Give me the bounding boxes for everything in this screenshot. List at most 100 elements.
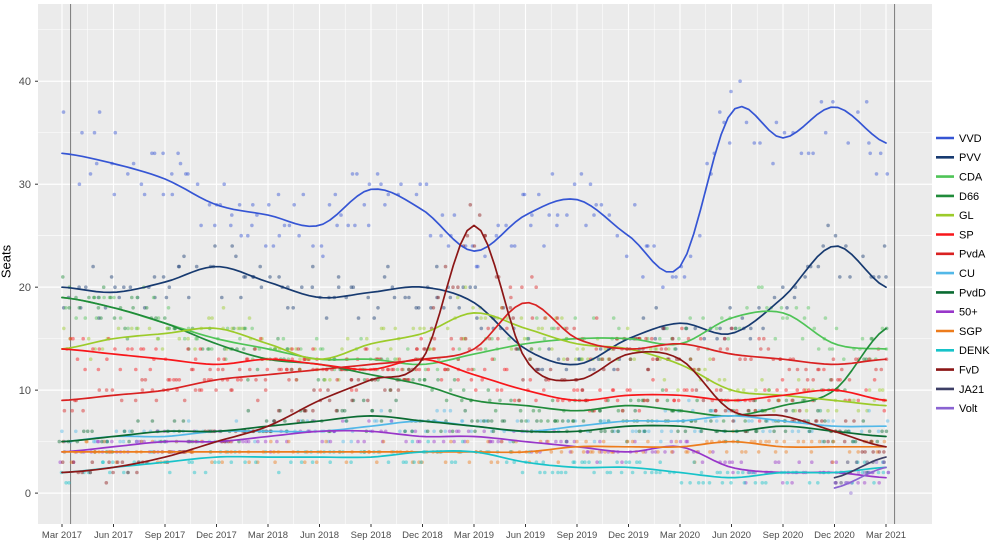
poll-point <box>616 367 620 372</box>
poll-point <box>600 357 604 362</box>
poll-point <box>701 398 706 403</box>
poll-point <box>595 460 599 465</box>
poll-point <box>489 460 494 465</box>
poll-point <box>708 357 712 362</box>
poll-point <box>242 275 246 279</box>
poll-point <box>465 439 470 444</box>
poll-point <box>389 347 393 351</box>
poll-point <box>708 408 712 413</box>
poll-point <box>615 460 619 465</box>
poll-point <box>175 388 179 392</box>
poll-point <box>729 326 734 331</box>
poll-point <box>535 316 539 320</box>
poll-point <box>177 336 182 341</box>
poll-point <box>341 439 346 444</box>
poll-point <box>660 429 664 434</box>
poll-point <box>290 347 294 351</box>
poll-point <box>753 439 757 444</box>
poll-point <box>605 470 610 475</box>
poll-point <box>655 357 660 362</box>
poll-point <box>748 336 753 341</box>
poll-point <box>238 336 242 341</box>
poll-point <box>370 408 375 413</box>
poll-point <box>450 460 454 465</box>
poll-point <box>260 336 264 341</box>
poll-point <box>763 388 767 392</box>
poll-point <box>207 347 211 351</box>
poll-point <box>287 378 291 382</box>
poll-point <box>435 264 439 269</box>
poll-point <box>560 419 565 423</box>
poll-point <box>202 378 207 382</box>
poll-point <box>60 429 64 434</box>
poll-point <box>634 429 638 434</box>
poll-point <box>417 378 422 382</box>
poll-point <box>487 439 492 444</box>
poll-point <box>537 192 541 197</box>
poll-point <box>807 429 812 434</box>
poll-point <box>186 336 190 341</box>
poll-point <box>489 419 494 423</box>
legend-item-fvd: FvD <box>936 364 979 376</box>
poll-point <box>214 388 218 392</box>
poll-point <box>718 347 723 351</box>
poll-point <box>707 481 712 485</box>
poll-point <box>446 367 450 372</box>
poll-point <box>731 470 735 475</box>
poll-point <box>615 233 620 238</box>
poll-point <box>340 347 344 351</box>
poll-point <box>472 367 476 372</box>
poll-point <box>587 460 591 465</box>
poll-point <box>688 481 692 485</box>
poll-point <box>366 398 370 403</box>
poll-point <box>816 264 821 269</box>
poll-point <box>834 408 839 413</box>
poll-point <box>263 439 268 444</box>
poll-point <box>661 326 665 331</box>
poll-point <box>693 326 697 331</box>
poll-point <box>429 306 433 310</box>
poll-point <box>697 367 702 372</box>
poll-point <box>115 460 120 465</box>
poll-point <box>611 388 616 392</box>
poll-point <box>699 470 704 475</box>
poll-point <box>839 481 843 485</box>
poll-point <box>449 439 453 444</box>
poll-point <box>199 223 203 228</box>
poll-point <box>150 419 155 423</box>
poll-point <box>773 336 778 341</box>
poll-point <box>662 378 667 382</box>
series-line-ja21 <box>833 456 887 479</box>
poll-point <box>881 470 886 475</box>
poll-point <box>727 460 732 465</box>
series-line-d66 <box>61 296 887 417</box>
poll-point <box>684 326 688 331</box>
poll-point <box>234 254 238 259</box>
poll-point <box>624 460 628 465</box>
poll-point <box>719 388 723 392</box>
poll-point <box>758 141 762 145</box>
poll-point <box>100 460 105 465</box>
poll-point <box>85 439 89 444</box>
poll-point <box>105 357 109 362</box>
poll-point <box>563 470 568 475</box>
poll-point <box>644 244 649 248</box>
poll-point <box>243 326 248 331</box>
poll-point <box>160 347 165 351</box>
poll-point <box>740 316 745 320</box>
poll-point <box>67 306 72 310</box>
poll-point <box>161 151 165 156</box>
poll-point <box>726 336 731 341</box>
poll-point <box>599 203 604 207</box>
poll-point <box>594 203 598 207</box>
legend-label: GL <box>959 210 974 222</box>
poll-point <box>615 398 620 403</box>
poll-point <box>829 378 834 382</box>
poll-point <box>864 357 869 362</box>
poll-point <box>620 460 624 465</box>
poll-point <box>555 223 559 228</box>
poll-point <box>784 388 788 392</box>
poll-point <box>248 367 252 372</box>
poll-point <box>107 295 112 300</box>
